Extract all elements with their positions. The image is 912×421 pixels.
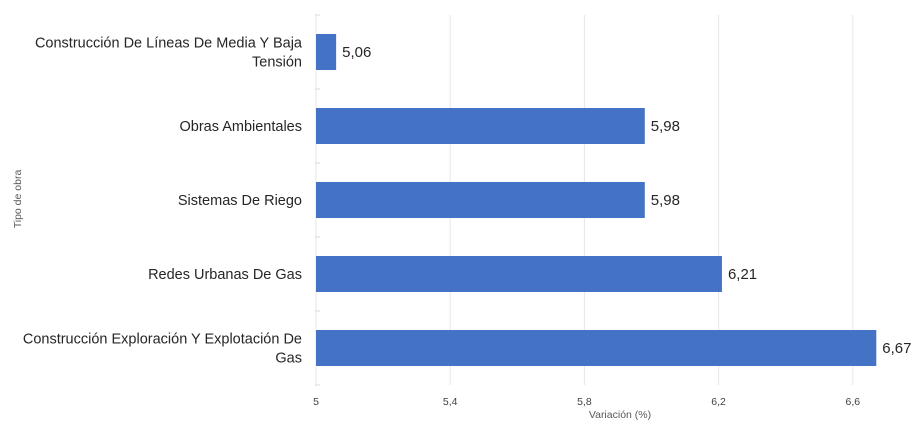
value-label: 6,21: [728, 266, 757, 283]
category-label: Redes Urbanas De Gas: [148, 267, 302, 283]
value-label: 5,06: [342, 44, 371, 61]
category-label: Gas: [275, 351, 302, 367]
category-labels: Construcción De Líneas De Media Y Baja Te…: [23, 36, 303, 367]
x-tick-label: 6,2: [711, 396, 726, 408]
category-label: Tensión: [252, 55, 302, 71]
x-axis-tick-labels: 5 5,4 5,8 6,2 6,6: [313, 396, 860, 408]
value-label: 5,98: [651, 118, 680, 135]
category-label: Obras Ambientales: [179, 119, 302, 135]
x-tick-label: 5,4: [443, 396, 458, 408]
bar: [316, 330, 877, 366]
y-axis-title: Tipo de obra: [12, 170, 24, 229]
category-label: Sistemas De Riego: [178, 193, 302, 209]
bar: [316, 182, 645, 218]
y-axis-ticks: [315, 14, 320, 386]
x-tick-label: 6,6: [845, 396, 860, 408]
value-label: 6,67: [882, 340, 911, 357]
category-label: Construcción De Líneas De Media Y Baja: [35, 36, 303, 52]
bars: [316, 34, 877, 366]
bar: [316, 108, 645, 144]
value-labels: 5,06 5,98 5,98 6,21 6,67: [342, 44, 911, 357]
x-tick-label: 5: [313, 396, 319, 408]
category-label: Construcción Exploración Y Explotación D…: [23, 332, 302, 348]
x-axis-title: Variación (%): [589, 409, 651, 421]
bar: [316, 34, 337, 70]
bar: [316, 256, 722, 292]
x-tick-label: 5,8: [577, 396, 592, 408]
value-label: 5,98: [651, 192, 680, 209]
